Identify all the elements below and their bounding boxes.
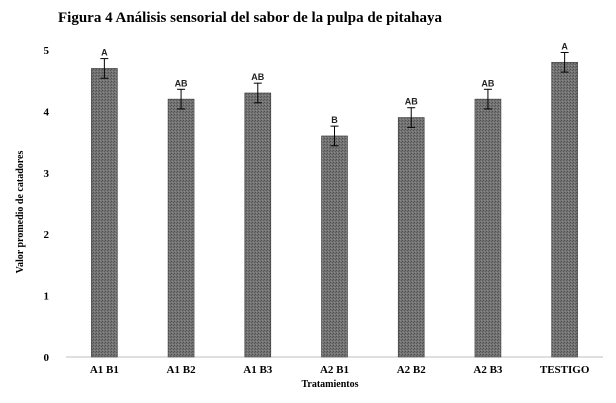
bar (551, 61, 578, 358)
chart-title: Figura 4 Análisis sensorial del sabor de… (58, 10, 442, 26)
significance-label: AB (251, 72, 264, 82)
significance-label: AB (481, 78, 494, 88)
bar (321, 135, 348, 358)
error-bar (483, 88, 492, 110)
x-axis-title: Tratamientos (301, 379, 358, 390)
error-bar (330, 125, 339, 147)
x-tick-label: A2 B3 (473, 364, 503, 376)
error-bar (100, 58, 109, 79)
y-tick-label: 0 (44, 352, 50, 364)
error-bars (100, 51, 569, 147)
bar (167, 98, 195, 358)
error-bar (253, 82, 262, 104)
bar (244, 92, 272, 358)
error-bar (177, 88, 186, 110)
significance-label: AB (405, 97, 418, 107)
x-axis-ticks: A1 B1 A1 B2 A1 B3 A2 B1 A2 B2 A2 B3 TESTIGO (90, 364, 590, 376)
bars (91, 61, 578, 358)
x-tick-label: A1 B2 (167, 364, 197, 376)
y-tick-label: 5 (44, 45, 50, 57)
bar (397, 117, 425, 358)
y-tick-label: 3 (44, 168, 50, 180)
y-axis-title: Valor promedio de catadores (15, 151, 26, 274)
y-tick-label: 4 (44, 106, 50, 118)
x-tick-label: A1 B1 (90, 364, 119, 376)
significance-label: B (331, 115, 338, 125)
error-bar (560, 51, 569, 73)
x-tick-label: A2 B1 (320, 364, 349, 376)
x-tick-label: A2 B2 (397, 364, 427, 376)
y-axis-ticks: 0 1 2 3 4 5 (44, 45, 50, 364)
error-bar (407, 107, 416, 128)
significance-label: A (101, 48, 108, 58)
bar (474, 98, 502, 358)
significance-labels: A AB AB B AB AB A (101, 41, 568, 125)
x-tick-label: A1 B3 (243, 364, 273, 376)
significance-label: AB (175, 78, 188, 88)
significance-label: A (561, 41, 568, 51)
y-tick-label: 1 (44, 291, 50, 303)
x-tick-label: TESTIGO (540, 364, 590, 376)
y-tick-label: 2 (44, 229, 50, 241)
bar (91, 68, 118, 358)
